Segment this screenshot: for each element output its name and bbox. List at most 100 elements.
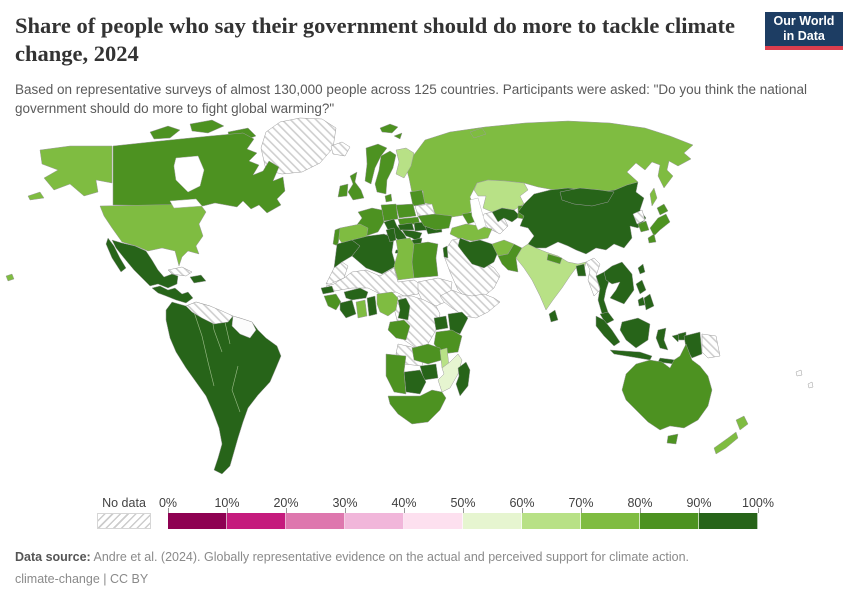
country-japan[interactable] [647,203,671,244]
legend-no-data[interactable]: No data [97,496,151,529]
country-papua-new-guinea[interactable] [701,333,721,359]
country-south-africa[interactable] [387,389,447,425]
country-turkey[interactable] [449,223,493,242]
country-denmark[interactable] [384,193,393,203]
country-nigeria[interactable] [376,291,399,317]
legend-tick-90%: 90% [686,496,712,510]
legend-bin-0-10%[interactable] [168,513,227,529]
license-line[interactable]: climate-change | CC BY [15,572,149,586]
sa-internal-borders [193,305,241,413]
country-ireland[interactable] [337,183,349,198]
map-legend: No data 0% 10% 20% 30% 40% 50% 60% 70% 80% 90% 100… [97,496,774,529]
country-cote-divoire[interactable] [339,299,357,319]
legend-bin-60-70%[interactable] [522,513,581,529]
owid-logo-line2: in Data [783,29,825,43]
country-sweden[interactable] [374,150,397,195]
country-ukraine[interactable] [417,213,453,231]
legend-bin-70-80%[interactable] [581,513,640,529]
legend-tick-30%: 30% [332,496,358,510]
legend-tick-mark [227,508,228,513]
legend-tick-mark [699,508,700,513]
country-india[interactable] [515,243,587,311]
legend-tick-60%: 60% [509,496,535,510]
country-philippines[interactable] [635,279,655,311]
country-south-korea[interactable] [637,220,650,233]
chart-footer: Data source: Andre et al. (2024). Global… [15,546,689,590]
country-mozambique[interactable] [437,353,463,393]
country-uganda[interactable] [433,315,449,331]
legend-bin-90-100%[interactable] [699,513,758,529]
legend-tick-100%: 100% [742,496,774,510]
country-south-america[interactable] [165,301,282,475]
legend-tick-mark [522,508,523,513]
country-ghana[interactable] [355,299,368,319]
country-tanzania[interactable] [433,329,463,355]
legend-bin-20-30%[interactable] [286,513,345,529]
country-united-states[interactable] [5,145,207,282]
country-guinea[interactable] [323,293,342,311]
legend-tick-mark [345,508,346,513]
country-austria[interactable] [397,222,415,231]
country-cameroon[interactable] [397,297,411,321]
legend-bin-80-90%[interactable] [640,513,699,529]
country-united-kingdom[interactable] [347,171,365,201]
country-hispaniola[interactable] [189,274,207,284]
country-togo-benin[interactable] [366,295,378,317]
legend-bin-10-20%[interactable] [227,513,286,529]
country-namibia[interactable] [385,353,407,395]
country-senegal[interactable] [320,285,335,295]
legend-tick-mark [404,508,405,513]
country-horn-of-africa[interactable] [439,289,501,319]
country-gabon-congo[interactable] [387,319,411,341]
country-norway[interactable] [364,123,403,185]
country-north-korea[interactable] [632,209,646,225]
country-baltics[interactable] [409,189,426,207]
country-central-america[interactable] [151,285,194,304]
country-mongolia[interactable] [559,187,615,207]
country-bangladesh[interactable] [575,263,587,277]
country-libya[interactable] [393,237,415,281]
country-sahel[interactable] [325,267,421,297]
country-venezuela[interactable] [185,301,234,325]
legend-tick-mark [640,508,641,513]
country-mexico[interactable] [105,237,179,289]
legend-tick-80%: 80% [627,496,653,510]
country-egypt[interactable] [411,241,439,279]
owid-logo[interactable]: Our World in Data [765,12,843,50]
legend-tick-40%: 40% [391,496,417,510]
country-madagascar[interactable] [455,361,471,397]
country-new-zealand[interactable] [713,415,749,455]
chart-subtitle: Based on representative surveys of almos… [15,82,807,116]
owid-logo-line1: Our World [773,14,835,28]
country-iran[interactable] [457,237,499,269]
legend-tick-0%: 0% [158,496,178,510]
country-kenya[interactable] [447,311,469,335]
caspian-sea [469,197,487,231]
country-greenland[interactable] [260,117,337,175]
legend-tick-10%: 10% [214,496,240,510]
legend-bin-40-50%[interactable] [404,513,463,529]
legend-no-data-swatch[interactable] [97,513,151,529]
legend-bin-30-40%[interactable] [345,513,404,529]
country-iceland[interactable] [330,141,351,157]
country-finland[interactable] [395,147,415,179]
country-guyanas[interactable] [231,315,257,339]
legend-scale: 0% 10% 20% 30% 40% 50% 60% 70% 80% 90% 100% [159,496,774,529]
hudson-bay [173,155,205,193]
country-burkina-faso[interactable] [343,287,369,301]
data-source-text: Andre et al. (2024). Globally representa… [90,550,690,564]
country-indonesia[interactable] [595,315,703,365]
country-indochina[interactable] [603,261,635,305]
country-sri-lanka[interactable] [548,309,559,323]
legend-tick-mark [581,508,582,513]
country-nepal[interactable] [546,253,563,265]
country-australia[interactable] [621,343,713,445]
legend-bin-50-60%[interactable] [463,513,522,529]
country-poland[interactable] [395,203,417,219]
country-israel[interactable] [442,245,449,259]
pacific-islands[interactable] [795,369,814,389]
country-cuba[interactable] [167,266,193,277]
data-source-line: Data source: Andre et al. (2024). Global… [15,546,689,568]
country-taiwan[interactable] [637,263,646,275]
